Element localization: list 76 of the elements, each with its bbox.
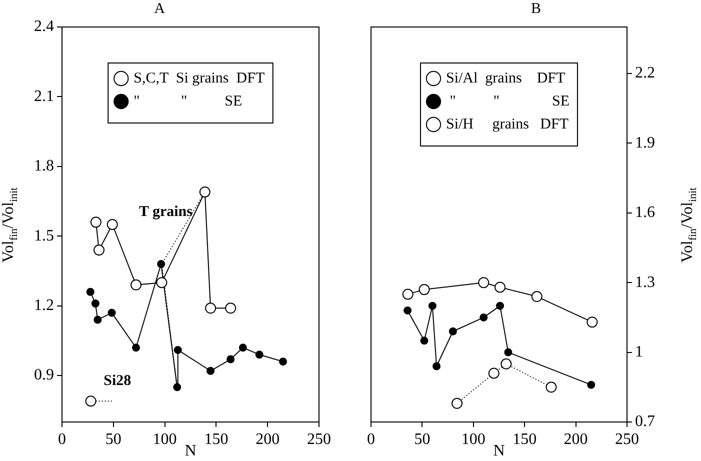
- point: [500, 358, 512, 370]
- x-tick-label: 50: [414, 430, 430, 448]
- x-tick-label: 100: [461, 430, 486, 448]
- point: [279, 358, 288, 366]
- x-tick-label: 150: [204, 430, 228, 448]
- point: [108, 308, 116, 317]
- chart-title: A: [154, 0, 166, 17]
- point: [94, 316, 102, 324]
- y2-tick-label: 1.6: [635, 204, 655, 222]
- point: [90, 216, 102, 228]
- point: [586, 316, 598, 328]
- x-tick-label: 0: [367, 430, 375, 448]
- y2-tick-label: 1.3: [635, 274, 655, 291]
- point: [452, 398, 463, 409]
- y-tick-label: 0.9: [34, 366, 54, 384]
- x-axis-title: N: [493, 442, 506, 460]
- y-tick-label: 2.1: [34, 88, 54, 105]
- point: [496, 302, 504, 310]
- point: [494, 282, 506, 293]
- point: [205, 302, 216, 314]
- y2-tick-label: 1.9: [635, 134, 655, 152]
- y-tick-label: 1.5: [34, 227, 54, 244]
- point: [238, 344, 247, 352]
- point: [404, 306, 412, 314]
- point: [480, 313, 488, 322]
- x-tick-label: 250: [307, 430, 331, 448]
- x-tick-label: 150: [512, 430, 537, 448]
- point: [546, 382, 557, 393]
- x-axis-title: N: [184, 442, 197, 460]
- point: [402, 288, 414, 300]
- y2-tick-label: 0.7: [635, 413, 655, 430]
- legend-label: " " SE: [446, 93, 570, 110]
- point: [225, 302, 236, 314]
- x-tick-label: 50: [105, 430, 122, 448]
- point: [157, 260, 166, 268]
- y2-tick-label: 2.2: [635, 64, 655, 82]
- x-tick-label: 100: [152, 430, 177, 448]
- y-tick-label: 1.8: [34, 158, 54, 175]
- y2-tick-label: 1: [635, 343, 643, 360]
- point: [85, 396, 96, 407]
- point: [418, 284, 430, 296]
- y-tick-label: 1.2: [34, 297, 54, 314]
- point: [106, 219, 118, 230]
- point: [174, 346, 182, 354]
- point: [428, 302, 436, 310]
- legend-label: Si/Al grains DFT: [446, 70, 566, 86]
- point: [478, 277, 490, 288]
- point: [432, 362, 441, 370]
- y-tick-label: 2.4: [34, 18, 54, 36]
- point: [94, 244, 105, 256]
- legend-label: S,C,T Si grains DFT: [134, 70, 265, 86]
- annotation: T grains: [138, 204, 193, 220]
- chart-title: B: [530, 0, 542, 17]
- x-tick-label: 250: [615, 430, 639, 448]
- point: [130, 279, 142, 290]
- x-tick-label: 0: [58, 430, 66, 448]
- point: [587, 380, 596, 389]
- legend-label: " " SE: [134, 93, 242, 110]
- point: [91, 300, 100, 308]
- point: [448, 327, 457, 336]
- point: [504, 348, 512, 356]
- legend-label: Si/H grains DFT: [446, 116, 569, 132]
- point: [173, 383, 182, 392]
- point: [488, 368, 500, 379]
- point: [420, 336, 428, 345]
- point: [132, 344, 140, 352]
- x-tick-label: 200: [564, 430, 588, 448]
- point: [86, 288, 94, 296]
- x-tick-label: 200: [256, 430, 280, 448]
- point: [206, 366, 215, 375]
- point: [531, 291, 542, 302]
- point: [156, 277, 168, 288]
- point: [255, 350, 264, 359]
- point: [226, 355, 235, 364]
- point: [199, 186, 210, 198]
- annotation: Si28: [104, 372, 132, 389]
